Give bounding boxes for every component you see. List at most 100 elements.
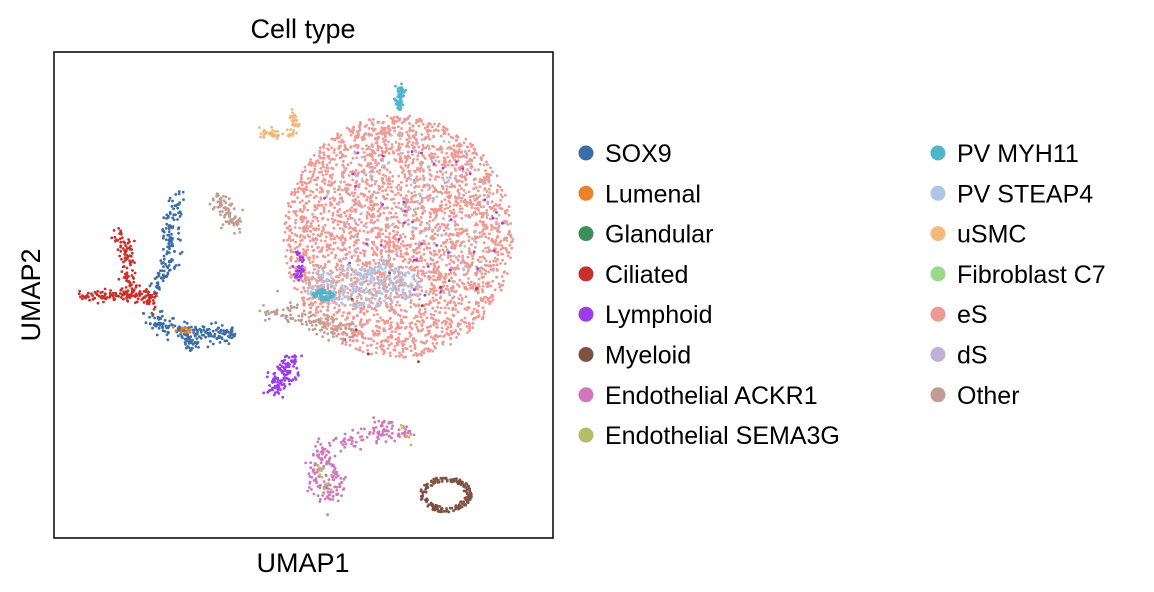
point	[394, 355, 398, 358]
point	[444, 311, 447, 315]
point	[360, 283, 364, 287]
point	[152, 307, 156, 311]
point	[487, 264, 490, 267]
point	[386, 340, 389, 343]
point	[161, 329, 165, 333]
point	[380, 292, 384, 296]
point	[322, 271, 326, 274]
point	[289, 114, 292, 118]
point	[370, 184, 374, 187]
point	[294, 259, 298, 263]
point	[386, 193, 389, 197]
point	[457, 285, 461, 288]
point	[313, 277, 316, 281]
point	[442, 125, 445, 129]
point	[443, 207, 447, 211]
point	[319, 197, 323, 201]
point	[436, 266, 440, 270]
point	[194, 345, 198, 348]
point	[397, 432, 401, 436]
point	[493, 256, 497, 260]
point	[388, 179, 391, 183]
point	[432, 162, 436, 166]
point	[409, 243, 412, 247]
point	[296, 182, 299, 186]
point	[316, 233, 320, 237]
point	[220, 226, 223, 230]
point	[403, 175, 407, 179]
point	[423, 126, 427, 130]
point	[433, 216, 437, 220]
point	[309, 310, 312, 314]
point	[277, 387, 280, 391]
point	[319, 319, 322, 323]
point	[420, 324, 424, 328]
point	[296, 125, 300, 128]
point	[438, 256, 442, 259]
point	[467, 239, 471, 243]
point	[202, 328, 206, 332]
point	[352, 243, 356, 247]
point	[308, 303, 311, 307]
point	[228, 214, 232, 217]
point	[354, 174, 358, 178]
point	[417, 284, 421, 287]
point	[104, 297, 108, 301]
point	[394, 211, 398, 215]
point	[377, 154, 381, 157]
point	[274, 312, 277, 316]
point	[331, 234, 335, 238]
point	[411, 214, 415, 218]
point	[230, 326, 234, 330]
point	[401, 296, 405, 299]
point	[239, 220, 243, 223]
point	[488, 232, 491, 236]
point	[446, 147, 450, 150]
point	[454, 174, 458, 178]
point	[434, 128, 438, 132]
point	[502, 279, 505, 283]
point	[302, 309, 306, 313]
point	[470, 213, 474, 217]
point	[408, 266, 411, 270]
point	[293, 113, 297, 117]
point	[336, 499, 340, 503]
point	[322, 151, 325, 155]
point	[498, 206, 502, 210]
point	[370, 296, 374, 300]
point	[341, 284, 344, 288]
point	[236, 219, 240, 222]
point	[362, 168, 366, 172]
point	[372, 259, 376, 262]
point	[179, 212, 183, 216]
point	[306, 289, 310, 293]
point	[325, 166, 328, 170]
point	[398, 137, 402, 141]
point	[456, 283, 459, 286]
point	[335, 234, 339, 238]
point	[425, 234, 428, 238]
point	[346, 268, 349, 272]
point	[417, 124, 421, 128]
point	[304, 275, 307, 279]
point	[313, 294, 317, 298]
point	[442, 291, 446, 294]
point	[457, 155, 461, 159]
point	[509, 222, 513, 225]
point	[487, 297, 490, 301]
point	[224, 195, 228, 199]
point	[441, 341, 444, 344]
point	[343, 273, 347, 276]
point	[445, 317, 449, 320]
point	[368, 170, 372, 174]
point	[477, 282, 480, 286]
point	[343, 295, 346, 298]
point	[469, 286, 472, 290]
point	[403, 252, 407, 256]
point	[335, 136, 339, 140]
point	[306, 194, 309, 198]
point	[365, 144, 368, 148]
point	[164, 263, 167, 266]
point	[428, 223, 431, 227]
point	[301, 219, 305, 223]
